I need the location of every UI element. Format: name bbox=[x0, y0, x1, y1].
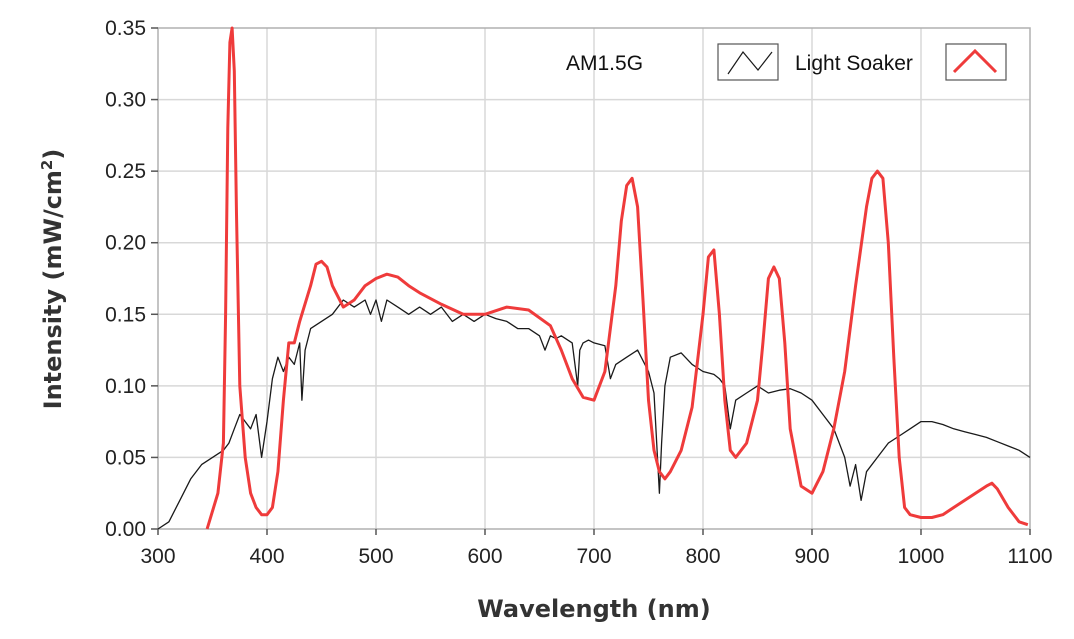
y-tick-label: 0.20 bbox=[105, 232, 146, 255]
x-tick-label: 1100 bbox=[1007, 545, 1052, 568]
y-tick-label: 0.10 bbox=[105, 375, 146, 398]
legend-swatch-am15g bbox=[717, 43, 779, 81]
y-tick-label: 0.30 bbox=[105, 89, 146, 112]
y-axis-title-main: Intensity (mW/cm bbox=[39, 170, 67, 409]
grid-lines bbox=[158, 28, 1030, 529]
x-axis-title: Wavelength (nm) bbox=[477, 595, 710, 623]
y-axis-title-close: ) bbox=[39, 149, 67, 160]
y-tick-label: 0.00 bbox=[105, 518, 146, 541]
series-line-light-soaker bbox=[205, 26, 1029, 530]
y-axis-title: Intensity (mW/cm2) bbox=[38, 149, 67, 410]
y-axis-title-superscript: 2 bbox=[38, 160, 56, 170]
x-tick-label: 700 bbox=[576, 545, 611, 568]
y-tick-label: 0.25 bbox=[105, 160, 146, 183]
legend-label-light-soaker: Light Soaker bbox=[795, 52, 913, 75]
legend: AM1.5G Light Soaker bbox=[566, 43, 1007, 81]
x-tick-label: 400 bbox=[249, 545, 284, 568]
tick-layer: 300 400 500 600 700 800 900 1000 1100 0.00 0.05 0.1… bbox=[105, 17, 1052, 568]
legend-swatch-light-soaker bbox=[945, 43, 1007, 81]
x-tick-label: 500 bbox=[358, 545, 393, 568]
x-tick-label: 1000 bbox=[898, 545, 945, 568]
y-tick-label: 0.05 bbox=[105, 446, 146, 469]
y-tick-label: 0.35 bbox=[105, 17, 146, 40]
x-tick-label: 900 bbox=[794, 545, 829, 568]
x-tick-label: 800 bbox=[685, 545, 720, 568]
x-tick-label: 600 bbox=[467, 545, 502, 568]
x-tick-label: 300 bbox=[140, 545, 175, 568]
series-layer bbox=[157, 26, 1031, 530]
y-tick-label: 0.15 bbox=[105, 303, 146, 326]
legend-label-am15g: AM1.5G bbox=[566, 52, 643, 75]
